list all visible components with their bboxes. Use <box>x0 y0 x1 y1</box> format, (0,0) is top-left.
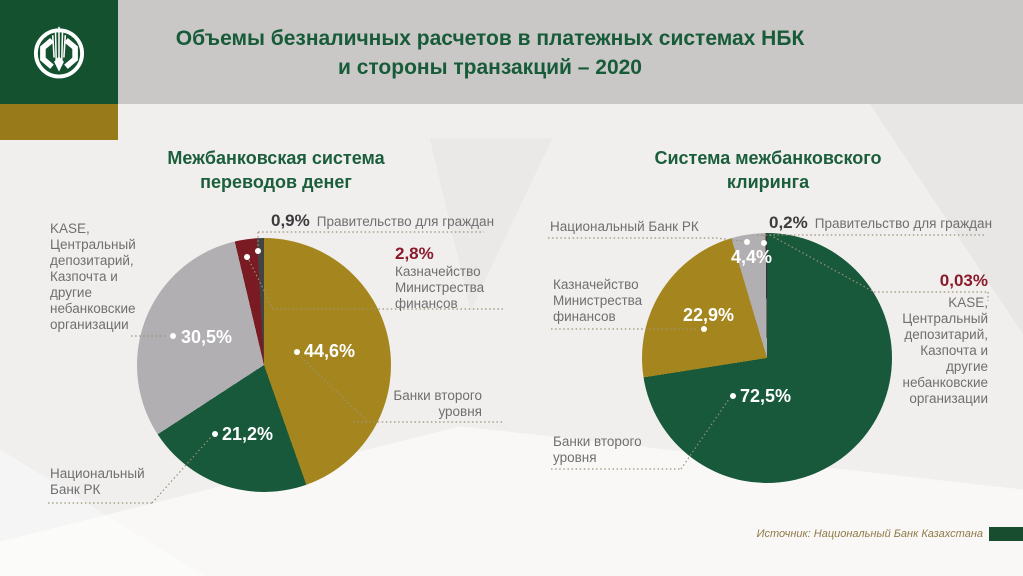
government-percent: 0,2% <box>769 213 808 232</box>
right-chart-title: Система межбанковского клиринга <box>654 148 882 192</box>
kase-percent: 30,5% <box>181 327 233 347</box>
pie-interbank-clearing-system <box>642 233 892 483</box>
second-tier-banks-label: Банки второго уровня <box>553 434 642 465</box>
page-title: Объемы безналичных расчетов в платежных … <box>175 27 805 79</box>
source-note: Источник: Национальный Банк Казахстана <box>756 528 983 540</box>
kase-percent: 0,03% <box>939 271 988 290</box>
national-bank-percent: 21,2% <box>222 424 274 444</box>
source-accent-bar <box>989 527 1023 541</box>
left-chart-title: Межбанковская система переводов денег <box>167 148 385 192</box>
header-band <box>0 0 1023 104</box>
treasury-label: Казначейство Министрества финансов <box>553 277 643 324</box>
nbk-logo-square <box>0 0 118 104</box>
national-bank-label: Национальный Банк РК <box>550 219 699 234</box>
treasury-percent: 22,9% <box>683 305 735 325</box>
kase-label: KASE, Центральный депозитарий, Казпочта … <box>50 221 136 332</box>
national-bank-label: Национальный Банк РК <box>50 466 145 497</box>
kase-label: KASE, Центральный депозитарий, Казпочта … <box>902 295 988 406</box>
second-tier-banks-label: Банки второго уровня <box>393 388 482 419</box>
government-label: Правительство для граждан <box>316 214 495 229</box>
government-percent: 0,9% <box>271 211 310 230</box>
national-bank-percent: 4,4% <box>731 247 773 267</box>
callout-government: 0,9% Правительство для граждан <box>271 211 494 231</box>
gold-accent-square <box>0 104 118 140</box>
nbk-emblem-icon <box>33 26 85 79</box>
second-tier-banks-percent: 44,6% <box>304 341 356 361</box>
callout-government: 0,2% Правительство для граждан <box>769 213 992 233</box>
treasury-label: Казначейство Министрества финансов <box>395 264 485 311</box>
second-tier-banks-percent: 72,5% <box>740 386 792 406</box>
pie-interbank-transfer-system <box>137 238 391 492</box>
treasury-percent: 2,8% <box>395 244 434 263</box>
government-label: Правительство для граждан <box>814 216 993 231</box>
